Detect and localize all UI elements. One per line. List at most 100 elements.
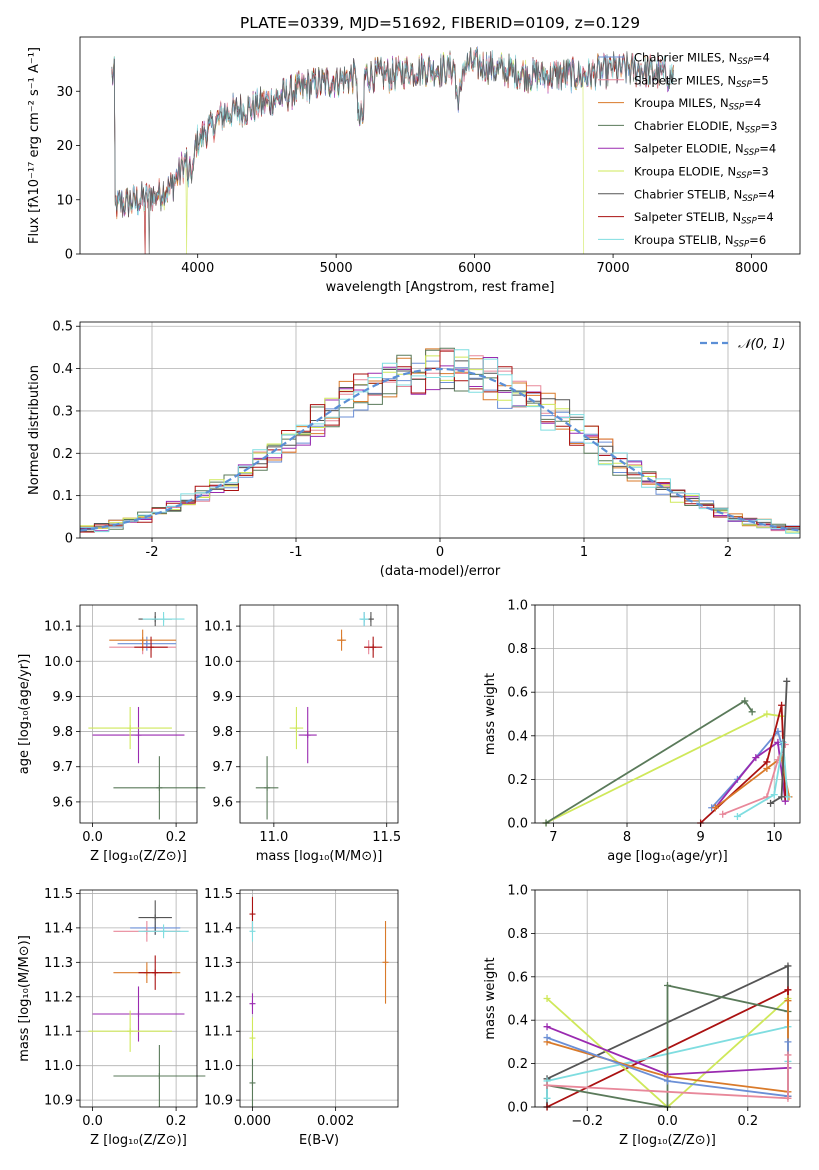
residuals-xtick-label: -2	[146, 545, 159, 560]
residuals-xtick-label: 1	[580, 545, 588, 560]
age-z-point	[142, 612, 185, 627]
mass-z-ytick-label: 10.9	[44, 1094, 73, 1109]
weight-z-ytick-label: 0.4	[507, 1014, 528, 1029]
residuals-ytick-label: 0.1	[52, 489, 73, 504]
legend-nssp-prefix: , N	[720, 165, 736, 179]
spectrum-xtick-label: 7000	[597, 261, 630, 276]
age-mass-marker	[264, 784, 271, 791]
age-z-xlabel: Z [log₁₀(Z/Z⊙)]	[90, 849, 187, 864]
legend-nssp-equals: =	[760, 119, 770, 133]
age-z-ytick-label: 10.1	[44, 620, 73, 635]
legend-model-name: Chabrier MILES	[634, 51, 721, 65]
age-z-marker	[139, 637, 146, 644]
spectrum-ytick-label: 10	[56, 193, 73, 208]
mass-z-xtick-label: 0.2	[166, 1114, 187, 1129]
age-z-plot	[88, 612, 206, 820]
legend-nssp-equals: =	[758, 187, 768, 201]
residuals-ytick-label: 0.2	[52, 447, 73, 462]
legend-entry: Chabrier ELODIE, NSSP=3	[634, 119, 777, 136]
weight-z-ylabel: mass weight	[483, 957, 498, 1039]
weight-z-plot	[543, 962, 792, 1111]
age-mass-point	[367, 612, 374, 627]
age-z-point	[134, 636, 168, 658]
residuals-xtick-label: -1	[290, 545, 303, 560]
legend-entry: Salpeter MILES, NSSP=5	[634, 73, 769, 90]
legend-nssp-value: 4	[769, 142, 776, 156]
residuals-plot	[79, 347, 801, 534]
age-mass-xtick-label: 11.5	[372, 830, 401, 845]
residuals-ytick-label: 0.5	[52, 320, 73, 335]
legend-model-name: Kroupa MILES	[634, 96, 713, 110]
spectrum-ytick-label: 20	[56, 139, 73, 154]
age-z-marker	[135, 732, 142, 739]
weight-z-series	[543, 1051, 792, 1102]
legend-nssp-value: 3	[770, 119, 777, 133]
legend-entry: Salpeter ELODIE, NSSP=4	[634, 142, 776, 159]
spectrum-title: PLATE=0339, MJD=51692, FIBERID=0109, z=0…	[240, 14, 640, 32]
mass-ebv-point	[249, 1017, 256, 1059]
mass-ebv-marker	[249, 928, 256, 935]
spectrum-plot	[111, 46, 674, 255]
mass-ebv-xtick-label: 0.002	[317, 1114, 354, 1129]
mass-ebv-ytick-label: 10.9	[204, 1094, 233, 1109]
weight-age-point-marker	[752, 754, 760, 762]
legend-nssp-subscript: SSP	[737, 57, 753, 67]
age-mass-marker	[370, 644, 377, 651]
age-z-marker	[143, 640, 150, 647]
age-z-point	[92, 706, 185, 764]
age-z-ylabel: age [log₁₀(age/yr)]	[17, 654, 32, 775]
residuals-ytick-label: 0.3	[52, 404, 73, 419]
age-mass-xlabel: mass [log₁₀(M/M⊙)]	[256, 849, 383, 864]
mass-ebv-ytick-label: 11.0	[204, 1059, 233, 1074]
weight-age-series	[733, 738, 791, 820]
legend-nssp-equals: =	[749, 233, 759, 247]
legend-nssp-value: 6	[759, 233, 766, 247]
legend-nssp-equals: =	[759, 142, 769, 156]
weight-age-xlabel: age [log₁₀(age/yr)]	[607, 849, 728, 864]
legend-nssp-equals: =	[757, 210, 767, 224]
mass-z-ytick-label: 11.2	[44, 990, 73, 1005]
mass-ebv-marker	[382, 959, 389, 966]
legend-entry: Chabrier MILES, NSSP=4	[634, 51, 770, 68]
legend-model-name: Salpeter ELODIE	[634, 142, 728, 156]
age-z-marker	[160, 616, 167, 623]
mass-z-plot	[88, 900, 206, 1107]
mass-ebv-ytick-label: 11.1	[204, 1025, 233, 1040]
weight-z-point-marker	[664, 1077, 671, 1085]
weight-age-point-marker	[748, 708, 756, 716]
age-mass-marker	[304, 732, 311, 739]
mass-z-xlabel: Z [log₁₀(Z/Z⊙)]	[90, 1133, 187, 1148]
legend-nssp-prefix: , N	[713, 96, 729, 110]
age-mass-ytick-label: 10.1	[204, 620, 233, 635]
age-mass-point	[364, 636, 383, 658]
weight-age-point-marker	[778, 701, 786, 709]
age-z-ytick-label: 9.8	[52, 725, 73, 740]
legend-entry: Kroupa MILES, NSSP=4	[634, 96, 761, 113]
legend-nssp-value: 4	[763, 51, 770, 65]
weight-age-xtick-label: 10	[766, 830, 783, 845]
spectrum-ylabel: Flux [fλ10⁻¹⁷ erg cm⁻² s⁻¹ A⁻¹]	[27, 47, 42, 244]
weight-z-ytick-label: 1.0	[507, 884, 528, 899]
mass-ebv-point	[249, 993, 256, 1014]
spectrum-series-line	[111, 47, 674, 255]
weight-age-ytick-label: 0.4	[507, 729, 528, 744]
legend-nssp-value: 3	[761, 165, 768, 179]
legend-entry: Kroupa ELODIE, NSSP=3	[634, 165, 769, 182]
legend-entry: Kroupa STELIB, NSSP=6	[634, 233, 766, 250]
mass-z-ytick-label: 11.1	[44, 1025, 73, 1040]
mass-ebv-marker	[249, 911, 256, 918]
weight-z-point-marker	[543, 1094, 551, 1102]
weight-age-xtick-label: 7	[549, 830, 557, 845]
legend-model-name: Salpeter STELIB	[634, 210, 725, 224]
legend-nssp-equals: =	[752, 165, 762, 179]
histogram-series-step	[80, 349, 800, 534]
mass-ebv-ytick-label: 11.4	[204, 921, 233, 936]
legend-model-name: Kroupa ELODIE	[634, 165, 720, 179]
legend-nssp-subscript: SSP	[729, 103, 745, 113]
weight-age-frame	[534, 604, 801, 824]
weight-z-ytick-label: 0.2	[507, 1057, 528, 1072]
age-z-ytick-label: 9.7	[52, 760, 73, 775]
mass-z-ylabel: mass [log₁₀(M/M⊙)]	[17, 935, 32, 1062]
mass-z-marker	[160, 928, 167, 935]
